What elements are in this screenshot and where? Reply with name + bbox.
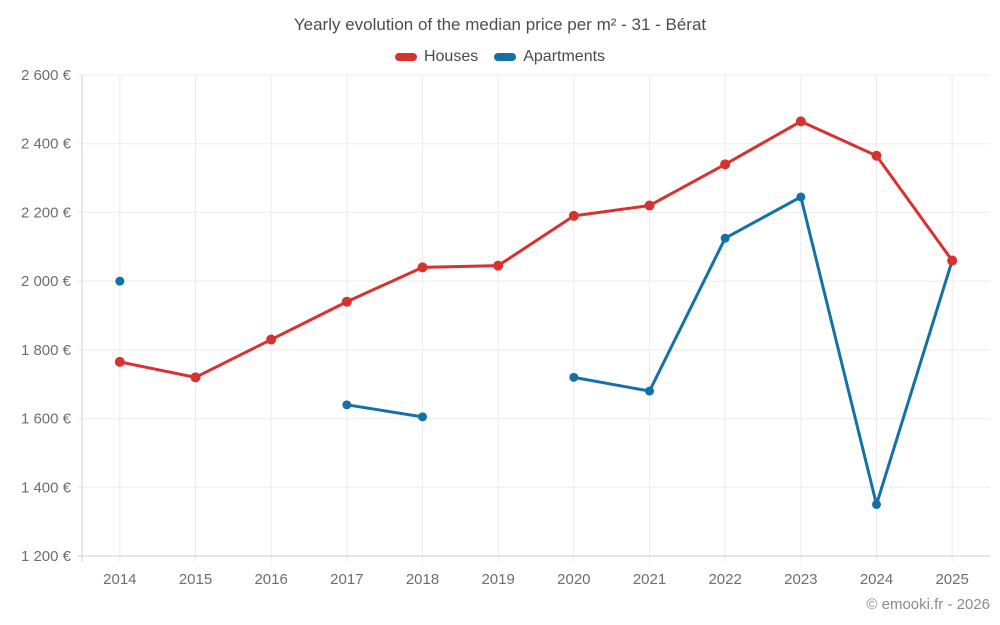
data-point[interactable] (568, 210, 579, 221)
chart-legend: Houses Apartments (0, 47, 1000, 67)
series-line (118, 119, 954, 379)
data-point[interactable] (795, 116, 806, 127)
legend-label-houses: Houses (423, 48, 479, 65)
series-line (572, 195, 954, 506)
x-axis-tick-label: 2018 (406, 571, 439, 588)
x-axis-tick-label: 2023 (784, 571, 817, 588)
data-point[interactable] (493, 260, 504, 271)
y-axis-tick-label: 1 800 € (21, 342, 72, 359)
data-point[interactable] (720, 233, 730, 243)
x-axis-tick-label: 2019 (481, 571, 514, 588)
data-point[interactable] (342, 400, 352, 410)
data-point[interactable] (644, 200, 655, 211)
data-point[interactable] (417, 262, 428, 273)
series-line (345, 403, 424, 419)
legend-item-houses[interactable]: Houses (394, 48, 479, 66)
data-point[interactable] (190, 372, 201, 383)
copyright-credit: © emooki.fr - 2026 (866, 596, 990, 613)
data-point[interactable] (569, 372, 579, 382)
x-axis-tick-label: 2022 (708, 571, 741, 588)
data-point[interactable] (115, 276, 125, 286)
y-axis-tick-label: 1 400 € (21, 479, 72, 496)
data-point[interactable] (645, 386, 654, 396)
y-axis-tick-label: 1 200 € (21, 548, 72, 565)
x-axis-tick-label: 2020 (557, 571, 590, 588)
x-axis-tick-label: 2014 (103, 571, 136, 588)
data-point[interactable] (872, 499, 881, 509)
data-point[interactable] (266, 334, 277, 345)
data-point[interactable] (720, 159, 731, 170)
y-axis-tick-label: 2 000 € (21, 273, 72, 290)
y-axis-tick-label: 1 600 € (21, 411, 72, 428)
y-axis-tick-label: 2 600 € (21, 67, 72, 84)
apartments-series-swatch-icon (494, 53, 517, 61)
y-axis-tick-label: 2 400 € (21, 136, 72, 153)
data-point[interactable] (796, 192, 806, 202)
data-point[interactable] (871, 150, 882, 161)
houses-series-swatch-icon (394, 53, 417, 61)
x-axis-tick-label: 2016 (254, 571, 287, 588)
data-point[interactable] (947, 255, 958, 266)
data-point[interactable] (114, 356, 125, 367)
x-axis-tick-label: 2025 (935, 571, 968, 588)
chart-title: Yearly evolution of the median price per… (293, 15, 707, 34)
x-axis-tick-label: 2017 (330, 571, 363, 588)
x-axis-tick-label: 2021 (633, 571, 666, 588)
legend-item-apartments[interactable]: Apartments (494, 48, 605, 66)
series-apartments (115, 192, 957, 509)
y-axis-tick-label: 2 200 € (21, 204, 72, 221)
data-point[interactable] (418, 412, 427, 422)
x-axis-tick-label: 2015 (179, 571, 212, 588)
series-houses (114, 116, 958, 383)
legend-label-apartments: Apartments (523, 48, 606, 65)
data-point[interactable] (341, 296, 352, 307)
x-axis-tick-label: 2024 (860, 571, 893, 588)
